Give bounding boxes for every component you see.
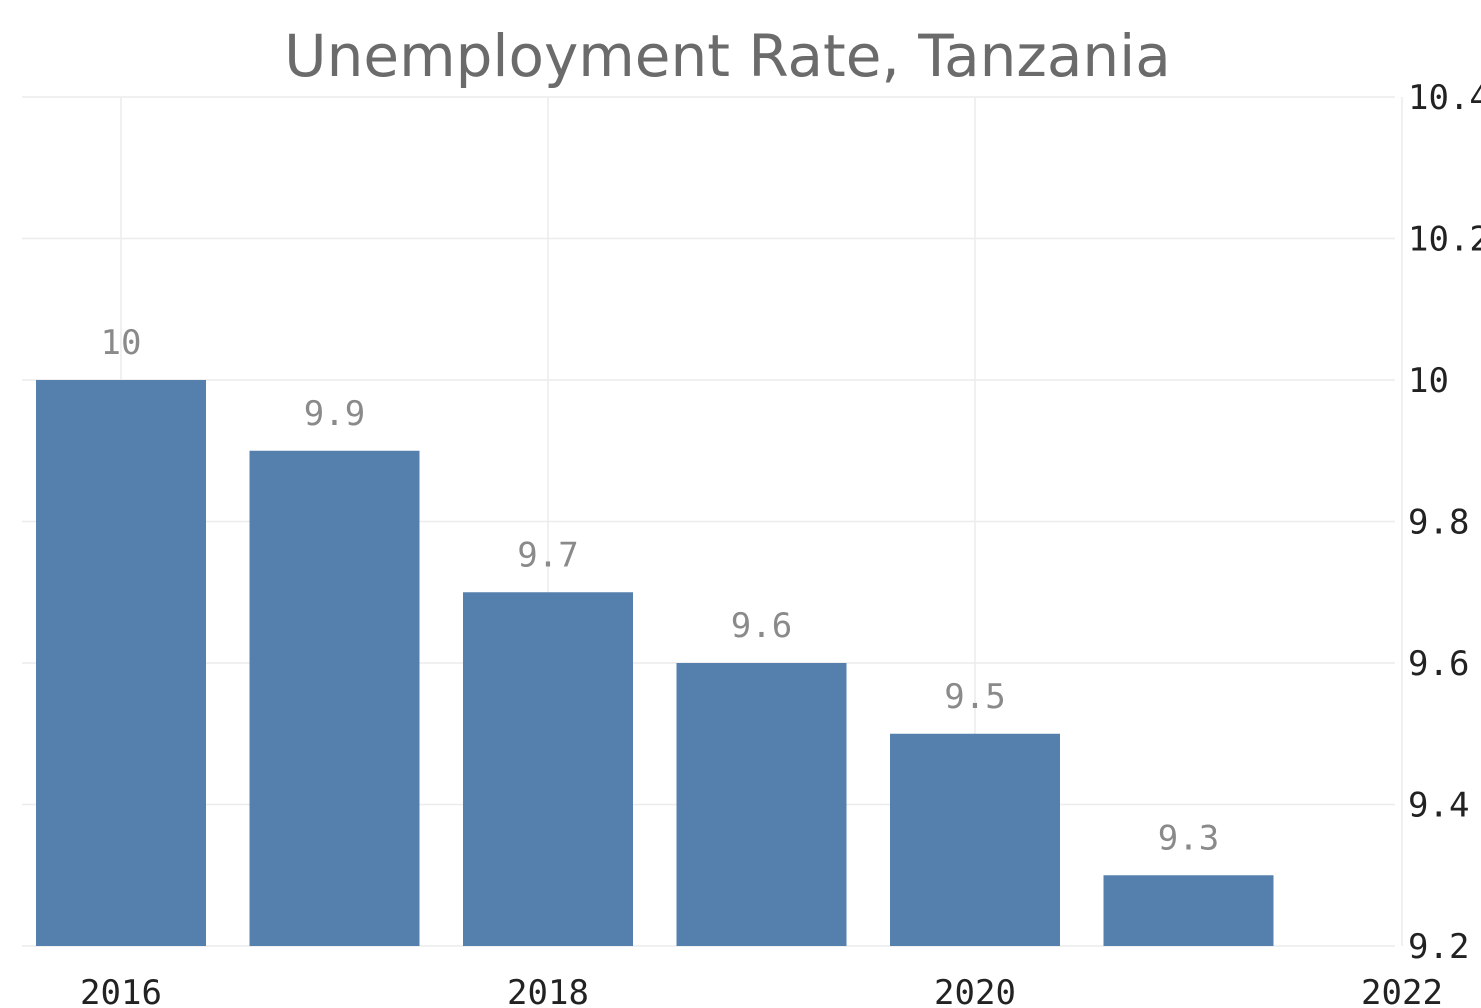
y-tick-label: 9.2 [1408,927,1469,967]
x-tick-label: 2018 [507,973,589,1008]
x-tick-label: 2016 [80,973,162,1008]
data-labels-group: 10 9.9 9.7 9.6 9.5 9.3 [101,323,1220,858]
data-label: 9.6 [731,606,792,646]
data-label: 9.3 [1158,818,1219,858]
data-label: 9.5 [944,677,1005,717]
chart-title: Unemployment Rate, Tanzania [284,22,1171,90]
y-tick-label: 9.4 [1408,786,1469,826]
x-tick-label: 2020 [934,973,1016,1008]
bar [890,733,1060,946]
y-tick-label: 10 [1408,361,1449,401]
bar [463,592,633,946]
y-tick-label: 10.2 [1408,220,1481,260]
x-tick-label: 2022 [1361,973,1443,1008]
data-label: 10 [101,323,142,363]
x-axis: 2016 2018 2020 2022 [80,973,1443,1008]
y-axis: 9.2 9.4 9.6 9.8 10 10.2 10.4 [1408,78,1481,967]
y-tick-label: 9.6 [1408,644,1469,684]
bar [249,450,420,946]
bars-group [36,380,1274,946]
bar [676,663,847,946]
data-label: 9.7 [517,535,578,575]
y-tick-label: 10.4 [1408,78,1481,118]
bar [1103,875,1274,946]
y-tick-label: 9.8 [1408,503,1469,543]
bar [36,380,206,946]
data-label: 9.9 [304,394,365,434]
